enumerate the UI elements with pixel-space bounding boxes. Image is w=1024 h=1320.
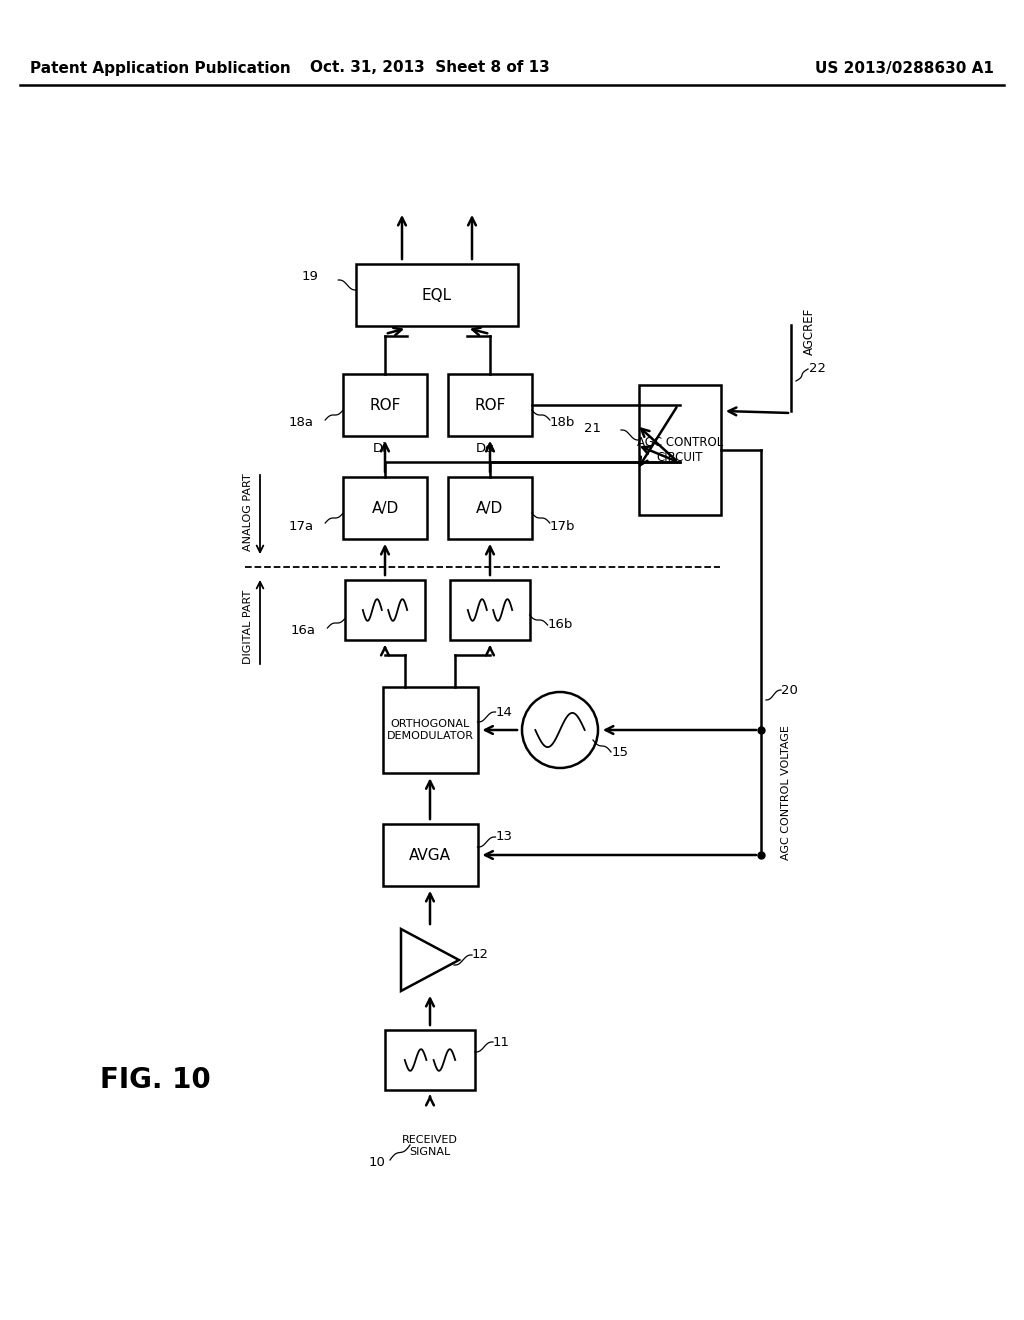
Text: 21: 21 [584, 421, 601, 434]
Bar [343, 477, 427, 539]
Bar [449, 477, 531, 539]
Text: 18b: 18b [550, 417, 575, 429]
Text: 20: 20 [781, 684, 798, 697]
Bar [356, 264, 518, 326]
Text: 22: 22 [809, 363, 826, 375]
Text: 16b: 16b [548, 619, 573, 631]
Text: ROF: ROF [474, 397, 506, 412]
Text: Patent Application Publication: Patent Application Publication [30, 61, 291, 75]
Text: Oct. 31, 2013  Sheet 8 of 13: Oct. 31, 2013 Sheet 8 of 13 [310, 61, 550, 75]
Bar [345, 579, 425, 640]
Bar [383, 824, 477, 886]
Text: 14: 14 [496, 705, 512, 718]
Text: Dα: Dα [475, 442, 495, 455]
Text: EQL: EQL [422, 288, 452, 302]
Bar [639, 385, 721, 515]
Text: 10: 10 [368, 1155, 385, 1168]
Bar [449, 374, 531, 436]
Text: ROF: ROF [370, 397, 400, 412]
Text: ANALOG PART: ANALOG PART [243, 473, 253, 550]
Text: Di: Di [373, 442, 387, 455]
Text: ORTHOGONAL
DEMODULATOR: ORTHOGONAL DEMODULATOR [386, 719, 473, 741]
Text: 17a: 17a [288, 520, 313, 532]
Text: A/D: A/D [372, 500, 398, 516]
Text: A/D: A/D [476, 500, 504, 516]
Text: 19: 19 [301, 271, 318, 284]
Text: FIG. 10: FIG. 10 [99, 1067, 210, 1094]
Text: 17b: 17b [550, 520, 575, 532]
Text: 18a: 18a [288, 417, 313, 429]
Text: AGC CONTROL
CIRCUIT: AGC CONTROL CIRCUIT [637, 436, 723, 465]
Text: 16a: 16a [291, 623, 315, 636]
Text: 12: 12 [472, 949, 489, 961]
Text: 15: 15 [612, 746, 629, 759]
Text: US 2013/0288630 A1: US 2013/0288630 A1 [815, 61, 994, 75]
Text: DIGITAL PART: DIGITAL PART [243, 590, 253, 664]
Text: AVGA: AVGA [409, 847, 451, 862]
Bar [383, 686, 477, 774]
Bar [385, 1030, 475, 1090]
Text: AGCREF: AGCREF [803, 308, 815, 355]
Text: RECEIVED
SIGNAL: RECEIVED SIGNAL [402, 1135, 458, 1156]
Bar [343, 374, 427, 436]
Text: 11: 11 [493, 1035, 510, 1048]
Bar [451, 579, 529, 640]
Text: AGC CONTROL VOLTAGE: AGC CONTROL VOLTAGE [781, 725, 791, 859]
Text: 13: 13 [496, 830, 512, 843]
